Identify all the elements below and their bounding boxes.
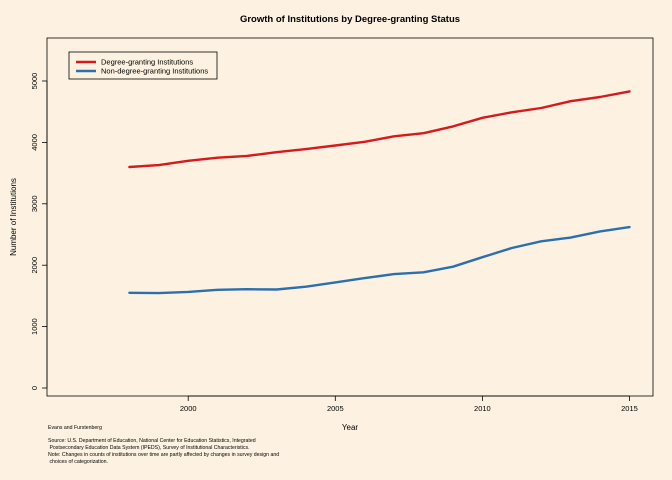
source-line-3: Note: Changes in counts of institutions … bbox=[48, 452, 279, 458]
credit-text: Evans and Furstenberg bbox=[48, 425, 102, 431]
series-line-non-degree-granting bbox=[128, 225, 631, 295]
x-tick-label: 2005 bbox=[327, 404, 344, 413]
x-axis: 2000 2005 2010 2015 bbox=[180, 395, 638, 413]
series-line-degree-granting bbox=[128, 90, 631, 169]
source-line-4: choices of categorization. bbox=[48, 459, 108, 465]
chart-title: Growth of Institutions by Degree-grantin… bbox=[240, 14, 460, 25]
legend-label-non-degree: Non-degree-granting Institutions bbox=[101, 67, 208, 76]
y-axis: 0 1000 2000 3000 4000 5000 bbox=[30, 73, 48, 390]
y-axis-label: Number of Institutions bbox=[9, 178, 18, 256]
y-tick-label: 0 bbox=[30, 386, 39, 390]
y-tick-label: 2000 bbox=[30, 257, 39, 274]
source-line-1: Source: U.S. Department of Education, Na… bbox=[48, 438, 256, 444]
y-tick-label: 1000 bbox=[30, 318, 39, 335]
y-tick-label: 5000 bbox=[30, 73, 39, 90]
plot-frame bbox=[46, 37, 654, 397]
source-line-2: Postsecondary Education Data System (IPE… bbox=[48, 445, 250, 451]
legend-label-degree: Degree-granting Institutions bbox=[101, 58, 193, 67]
legend: Degree-granting Institutions Non-degree-… bbox=[68, 51, 218, 80]
x-tick-label: 2015 bbox=[621, 404, 638, 413]
x-tick-label: 2010 bbox=[474, 404, 491, 413]
legend-box bbox=[68, 51, 218, 80]
y-tick-label: 3000 bbox=[30, 195, 39, 212]
x-axis-label: Year bbox=[342, 423, 359, 432]
series-layer bbox=[128, 90, 631, 295]
x-tick-label: 2000 bbox=[180, 404, 197, 413]
y-tick-label: 4000 bbox=[30, 134, 39, 151]
